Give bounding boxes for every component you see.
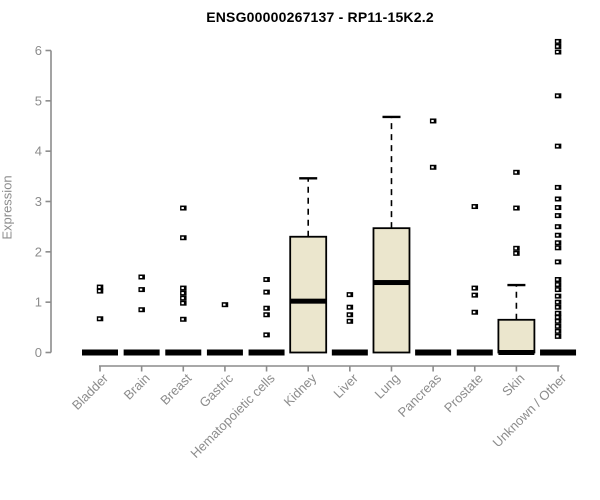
outlier-point-center bbox=[556, 295, 559, 298]
outlier-point-center bbox=[556, 214, 559, 217]
outlier-point-center bbox=[181, 236, 184, 239]
x-category-label: Pancreas bbox=[395, 370, 445, 420]
outlier-point-center bbox=[514, 207, 517, 210]
outlier-point-center bbox=[348, 306, 351, 309]
outlier-point-center bbox=[556, 51, 559, 54]
outlier-point-center bbox=[556, 320, 559, 323]
outlier-point-center bbox=[139, 308, 143, 311]
outlier-point-center bbox=[181, 207, 184, 210]
outlier-point-center bbox=[556, 246, 559, 249]
boxplot-box bbox=[497, 318, 536, 354]
outlier-point-center bbox=[98, 286, 101, 289]
outlier-point-center bbox=[556, 316, 559, 319]
zero-bar bbox=[456, 349, 493, 356]
outlier-point-center bbox=[556, 197, 559, 200]
outlier-point-center bbox=[556, 45, 559, 48]
outlier-point-center bbox=[264, 313, 268, 316]
outlier-point-center bbox=[348, 313, 351, 316]
outlier-point-center bbox=[514, 247, 517, 250]
outlier-point-center bbox=[556, 234, 559, 237]
median-line bbox=[290, 298, 327, 304]
outlier-point-center bbox=[556, 330, 559, 333]
outlier-point-center bbox=[348, 320, 351, 323]
outlier-point-center bbox=[264, 307, 268, 310]
outlier-point-center bbox=[514, 252, 517, 255]
x-category-label: Bladder bbox=[69, 370, 112, 413]
outlier-point-center bbox=[431, 166, 434, 169]
x-category-label: Unknown / Other bbox=[490, 370, 570, 450]
outlier-point-center bbox=[181, 297, 184, 300]
outlier-point-center bbox=[181, 302, 184, 305]
outlier-point-center bbox=[431, 119, 434, 122]
outlier-point-center bbox=[514, 171, 517, 174]
outlier-point-center bbox=[181, 318, 184, 321]
y-tick-label: 2 bbox=[35, 244, 42, 259]
x-category-label: Skin bbox=[499, 371, 527, 399]
zero-bar bbox=[540, 349, 577, 356]
x-category-label: Breast bbox=[157, 370, 194, 407]
outlier-point-center bbox=[98, 317, 101, 320]
zero-bar bbox=[248, 349, 285, 356]
outlier-point-center bbox=[472, 294, 476, 297]
outlier-point-center bbox=[556, 186, 559, 189]
outlier-point-center bbox=[556, 241, 559, 244]
zero-bar bbox=[82, 349, 118, 356]
boxplot-box bbox=[372, 227, 411, 354]
outlier-point-center bbox=[181, 292, 184, 295]
outlier-point-center bbox=[556, 145, 559, 148]
zero-bar bbox=[206, 349, 243, 356]
zero-bar bbox=[165, 349, 202, 356]
x-category-label: Liver bbox=[330, 370, 361, 401]
x-category-label: Lung bbox=[372, 371, 403, 402]
boxplot-box bbox=[289, 235, 328, 354]
outlier-point-center bbox=[556, 283, 559, 286]
outlier-point-center bbox=[556, 278, 559, 281]
outlier-point-center bbox=[264, 278, 268, 281]
outlier-point-center bbox=[556, 206, 559, 209]
outlier-point-center bbox=[556, 40, 559, 43]
outlier-point-center bbox=[556, 260, 559, 263]
outlier-point-center bbox=[556, 335, 559, 338]
y-tick-label: 5 bbox=[35, 93, 42, 108]
outlier-point-center bbox=[223, 303, 226, 306]
outlier-point-center bbox=[348, 293, 351, 296]
x-category-label: Gastric bbox=[196, 370, 236, 410]
median-line bbox=[373, 280, 410, 286]
outlier-point-center bbox=[181, 287, 184, 290]
x-category-label: Kidney bbox=[281, 370, 320, 409]
outlier-point-center bbox=[556, 225, 559, 228]
y-tick-label: 6 bbox=[35, 43, 42, 58]
outlier-point-center bbox=[556, 325, 559, 328]
outlier-point-center bbox=[472, 287, 476, 290]
outlier-point-center bbox=[556, 94, 559, 97]
outlier-point-center bbox=[472, 311, 476, 314]
zero-bar bbox=[415, 349, 452, 356]
y-tick-label: 1 bbox=[35, 295, 42, 310]
y-tick-label: 3 bbox=[35, 194, 42, 209]
zero-bar bbox=[123, 349, 160, 356]
outlier-point-center bbox=[472, 205, 476, 208]
y-tick-label: 0 bbox=[35, 345, 42, 360]
chart-title: ENSG00000267137 - RP11-15K2.2 bbox=[206, 9, 434, 25]
zero-bar bbox=[331, 349, 368, 356]
outlier-point-center bbox=[98, 290, 101, 293]
outlier-point-center bbox=[264, 291, 268, 294]
outlier-point-center bbox=[556, 301, 559, 304]
outlier-point-center bbox=[556, 312, 559, 315]
x-category-label: Brain bbox=[121, 371, 153, 403]
outlier-point-center bbox=[556, 306, 559, 309]
outlier-point-center bbox=[139, 276, 143, 279]
y-tick-label: 4 bbox=[35, 144, 42, 159]
median-line bbox=[498, 350, 535, 355]
outlier-point-center bbox=[139, 288, 143, 291]
outlier-point-center bbox=[264, 333, 268, 336]
x-category-label: Prostate bbox=[441, 371, 486, 416]
outlier-point-center bbox=[556, 288, 559, 291]
